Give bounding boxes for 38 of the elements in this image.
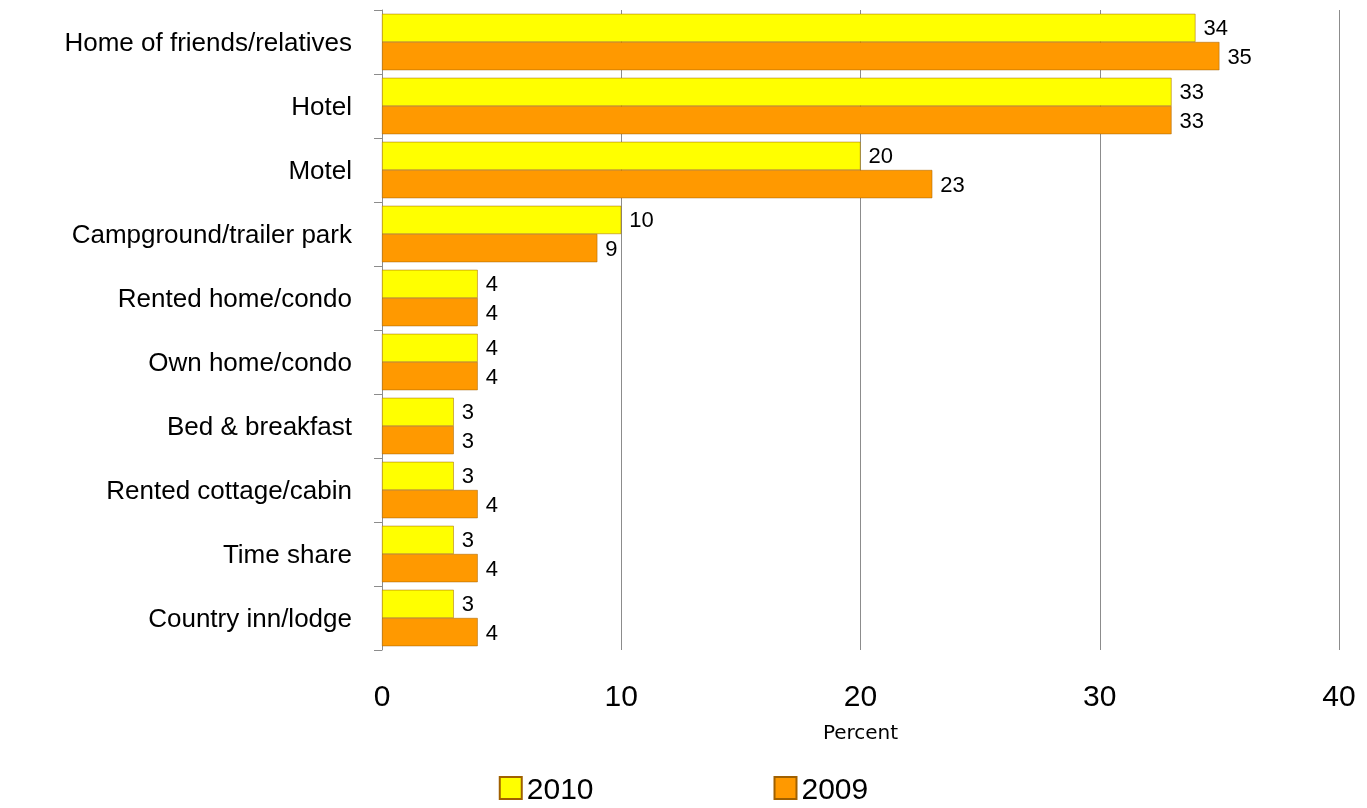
legend-label: 2010 [526,771,594,805]
y-tick-label: Hotel [291,91,352,121]
data-label: 4 [485,555,498,581]
x-tick-label: 40 [1322,678,1356,712]
y-tick-label: Motel [288,155,352,185]
data-label: 20 [868,143,893,169]
data-label: 3 [461,399,475,425]
data-label: 4 [485,271,498,297]
y-tick-label: Country inn/lodge [148,603,352,633]
data-label: 4 [485,619,498,645]
data-label: 33 [1179,79,1205,105]
data-label: 34 [1203,15,1228,41]
data-label: 3 [461,591,475,617]
data-label: 4 [485,335,498,361]
data-label: 3 [461,527,475,553]
x-axis-title: Percent [822,720,899,744]
data-label: 3 [461,463,475,489]
data-label: 10 [629,207,654,233]
x-tick-label: 20 [843,678,878,712]
data-label: 23 [940,171,965,197]
data-label: 4 [485,491,498,517]
data-label: 35 [1227,43,1252,69]
legend-label: 2009 [801,771,869,805]
x-tick-label: 10 [604,678,638,712]
data-label: 4 [485,363,498,389]
y-tick-label: Rented home/condo [117,283,352,313]
data-label: 9 [605,235,618,261]
data-label: 33 [1179,107,1205,133]
y-tick-label: Time share [222,539,352,569]
x-tick-label: 0 [373,678,391,712]
y-tick-label: Home of friends/relatives [64,27,352,57]
y-tick-label: Campground/trailer park [71,219,353,249]
x-tick-label: 30 [1083,678,1117,712]
y-tick-label: Rented cottage/cabin [106,475,352,505]
data-label: 4 [485,299,498,325]
y-tick-label: Own home/condo [148,347,352,377]
y-tick-label: Bed & breakfast [167,411,353,441]
data-label: 3 [461,427,475,453]
